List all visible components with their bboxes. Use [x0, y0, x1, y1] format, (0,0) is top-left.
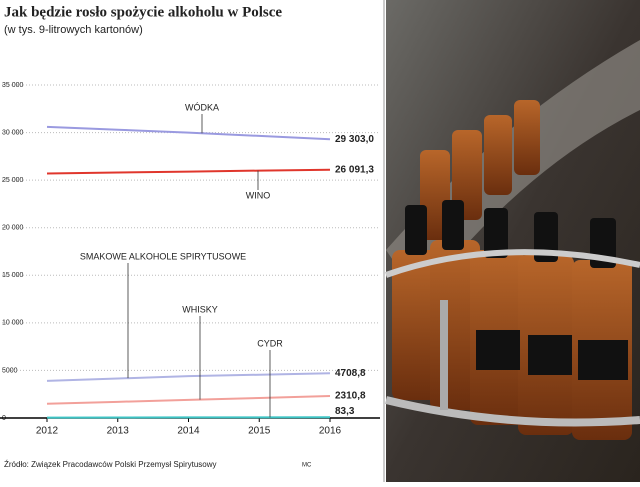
value-label: 83,3	[335, 406, 355, 417]
series-label: CYDR	[257, 338, 283, 348]
series-label: WINO	[246, 190, 271, 200]
source: Źródło: Związek Pracodawców Polski Przem…	[4, 460, 217, 469]
series-label: WHISKY	[182, 304, 218, 314]
credit: MC	[302, 463, 312, 469]
series-line	[47, 170, 330, 174]
series-line	[47, 373, 330, 381]
value-label: 29 303,0	[335, 134, 374, 145]
value-label: 26 091,3	[335, 164, 374, 175]
chart-subtitle: (w tys. 9-litrowych kartonów)	[4, 24, 143, 36]
x-tick-label: 2013	[107, 426, 130, 437]
x-tick-label: 2012	[36, 426, 59, 437]
value-label: 4708,8	[335, 368, 366, 379]
series-line	[47, 396, 330, 404]
x-tick-label: 2015	[248, 426, 271, 437]
chart-title: Jak będzie rosło spożycie alkoholu w Pol…	[4, 4, 282, 20]
series-label: WÓDKA	[185, 102, 219, 112]
photo	[386, 0, 640, 482]
y-tick-label: 5000	[2, 367, 18, 374]
series-label: SMAKOWE ALKOHOLE SPIRYTUSOWE	[80, 251, 246, 261]
x-tick-label: 2016	[319, 426, 342, 437]
value-label: 2310,8	[335, 391, 366, 402]
x-tick-label: 2014	[177, 426, 200, 437]
